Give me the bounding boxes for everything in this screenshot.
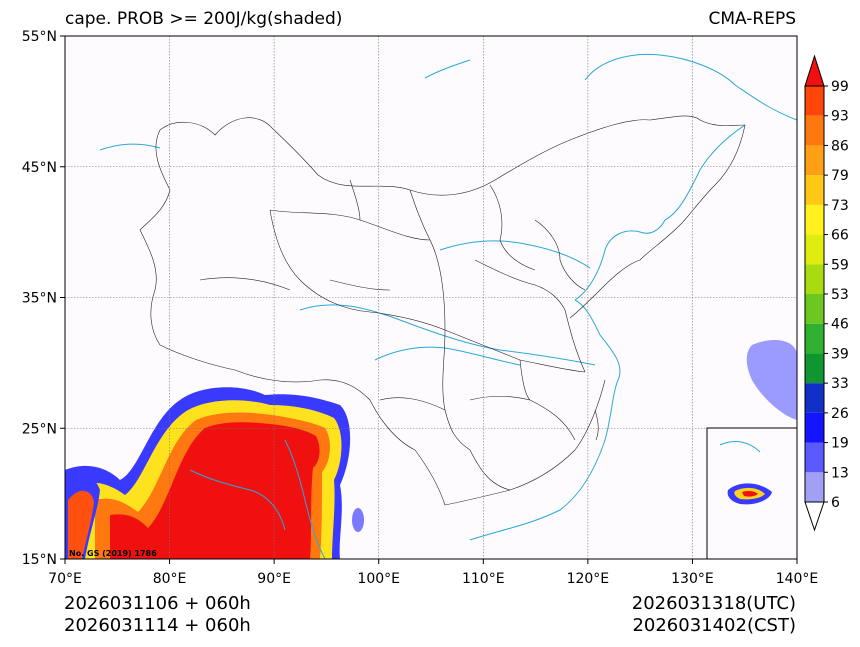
lat-tick-label: 25°N [22, 421, 57, 437]
map-title: cape. PROB >= 200J/kg(shaded) [65, 9, 343, 29]
colorbar-label: 33 [831, 376, 849, 392]
colorbar-label: 46 [831, 317, 849, 333]
colorbar-segment [805, 442, 824, 473]
valid-time-utc: 2026031318(UTC) [631, 593, 796, 614]
lon-tick-label: 100°E [357, 571, 400, 587]
colorbar-segment [805, 115, 824, 146]
colorbar-bottom-extension [804, 501, 825, 532]
valid-time-block: 2026031318(UTC) 2026031402(CST) [632, 593, 796, 637]
lat-tick-label: 15°N [22, 552, 57, 568]
lon-tick-label: 110°E [462, 571, 505, 587]
lon-tick-label: 70°E [48, 571, 82, 587]
colorbar-label: 19 [831, 436, 849, 452]
init-time-utc: 2026031106 + 060h [64, 593, 251, 614]
colorbar-segment [805, 175, 824, 205]
lat-tick-label: 45°N [22, 160, 57, 176]
latitude-axis: 55°N 45°N 35°N 25°N 15°N [22, 29, 65, 568]
colorbar-segment [805, 383, 824, 413]
colorbar-label: 86 [831, 138, 849, 154]
colorbar-segment [805, 353, 824, 384]
map-approval-note: No. GS (2019) 1786 [69, 549, 157, 558]
province-boundaries [139, 115, 746, 506]
colorbar-label: 59 [831, 257, 849, 273]
valid-time-cst: 2026031402(CST) [632, 615, 796, 636]
colorbar-segment [805, 472, 824, 502]
colorbar-label: 53 [831, 287, 849, 303]
model-name: CMA-REPS [708, 9, 796, 29]
colorbar-segment [805, 294, 824, 324]
colorbar-segment [805, 264, 824, 294]
colorbar-segment [805, 412, 824, 443]
cape-probability-shading [65, 340, 797, 559]
colorbar-label: 93 [831, 109, 849, 125]
init-time-cst: 2026031114 + 060h [64, 615, 251, 636]
colorbar-label: 79 [831, 168, 849, 184]
graticule [65, 36, 797, 559]
colorbar-label: 73 [831, 198, 849, 214]
init-time-block: 2026031106 + 060h 2026031114 + 060h [64, 593, 251, 637]
colorbar-segment [805, 204, 824, 235]
south-china-sea-inset [706, 427, 798, 560]
lon-tick-label: 80°E [153, 571, 187, 587]
colorbar-segment [805, 145, 824, 176]
lon-tick-label: 130°E [671, 571, 714, 587]
lon-tick-label: 140°E [776, 571, 819, 587]
colorbar-label: 6 [831, 495, 840, 511]
lat-tick-label: 55°N [22, 29, 57, 45]
colorbar-top-extension [804, 54, 825, 87]
lat-tick-label: 35°N [22, 291, 57, 307]
colorbar-segment [805, 234, 824, 265]
lon-tick-label: 120°E [567, 571, 610, 587]
colorbar-label: 13 [831, 465, 849, 481]
colorbar-segment [805, 86, 824, 116]
colorbar: 6 13 19 26 33 39 46 53 59 66 73 79 86 93 99 [804, 54, 849, 532]
lon-tick-label: 90°E [257, 571, 291, 587]
colorbar-label: 99 [831, 79, 849, 95]
colorbar-label: 26 [831, 406, 849, 422]
colorbar-segment [805, 323, 824, 354]
colorbar-label: 39 [831, 346, 849, 362]
longitude-axis: 70°E 80°E 90°E 100°E 110°E 120°E 130°E 140°E [48, 559, 818, 587]
colorbar-label: 66 [831, 228, 849, 244]
